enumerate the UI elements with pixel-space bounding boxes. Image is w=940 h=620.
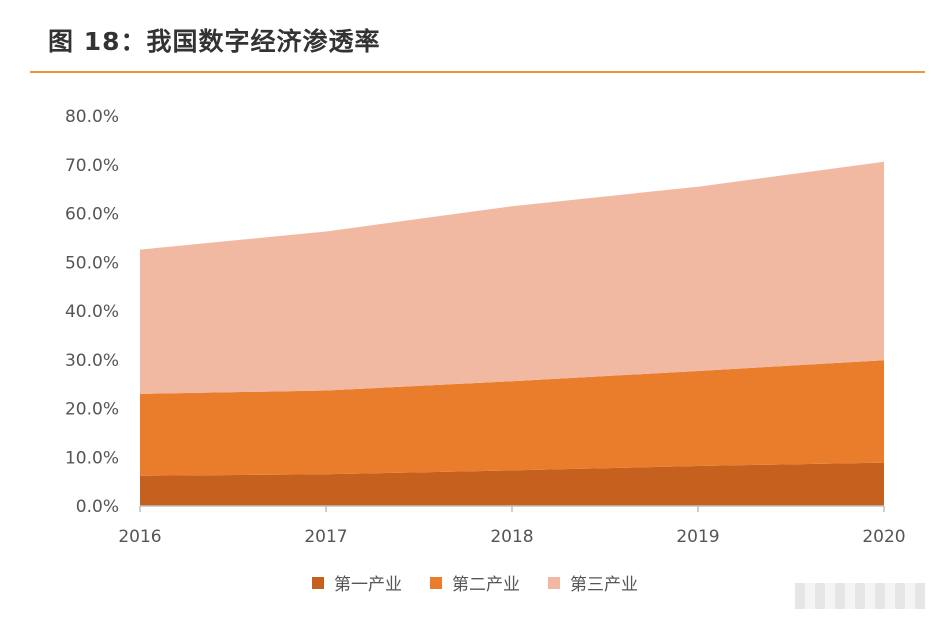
y-tick-label: 80.0% bbox=[65, 107, 119, 127]
y-tick-label: 60.0% bbox=[65, 205, 119, 225]
legend-item-2: 第二产业 bbox=[430, 570, 520, 595]
chart-legend: 第一产业 第二产业 第三产业 bbox=[312, 570, 666, 595]
legend-item-3: 第三产业 bbox=[548, 570, 638, 595]
y-tick-label: 50.0% bbox=[65, 253, 119, 273]
legend-label: 第一产业 bbox=[334, 575, 402, 595]
area-chart: 0.0% 10.0% 20.0% 30.0% 40.0% 50.0% 60.0% 70.0% 8… bbox=[65, 107, 906, 547]
area-series-1 bbox=[140, 462, 884, 506]
x-axis: 2016 2017 2018 2019 2020 bbox=[118, 505, 906, 547]
area-series-2 bbox=[140, 360, 884, 476]
legend-item-1: 第一产业 bbox=[312, 570, 402, 595]
x-tick-label: 2017 bbox=[304, 527, 347, 547]
legend-label: 第二产业 bbox=[452, 575, 520, 595]
x-tick-label: 2018 bbox=[490, 527, 533, 547]
x-tick-label: 2020 bbox=[862, 527, 905, 547]
figure-title: 图 18：我国数字经济渗透率 bbox=[48, 27, 381, 56]
y-tick-label: 30.0% bbox=[65, 351, 119, 371]
x-tick-label: 2019 bbox=[676, 527, 719, 547]
legend-label: 第三产业 bbox=[570, 575, 638, 595]
y-tick-label: 10.0% bbox=[65, 448, 119, 468]
y-tick-label: 20.0% bbox=[65, 400, 119, 420]
y-tick-label: 40.0% bbox=[65, 302, 119, 322]
legend-swatch bbox=[430, 576, 442, 589]
legend-swatch bbox=[312, 576, 324, 589]
area-series-3 bbox=[140, 161, 884, 394]
area-layers bbox=[140, 161, 884, 506]
y-axis: 0.0% 10.0% 20.0% 30.0% 40.0% 50.0% 60.0% 70.0% 8… bbox=[65, 107, 119, 517]
y-tick-label: 0.0% bbox=[76, 497, 119, 517]
legend-swatch bbox=[548, 576, 560, 589]
x-tick-label: 2016 bbox=[118, 527, 161, 547]
y-tick-label: 70.0% bbox=[65, 156, 119, 176]
blurred-watermark bbox=[795, 583, 925, 609]
title-divider bbox=[30, 71, 925, 73]
